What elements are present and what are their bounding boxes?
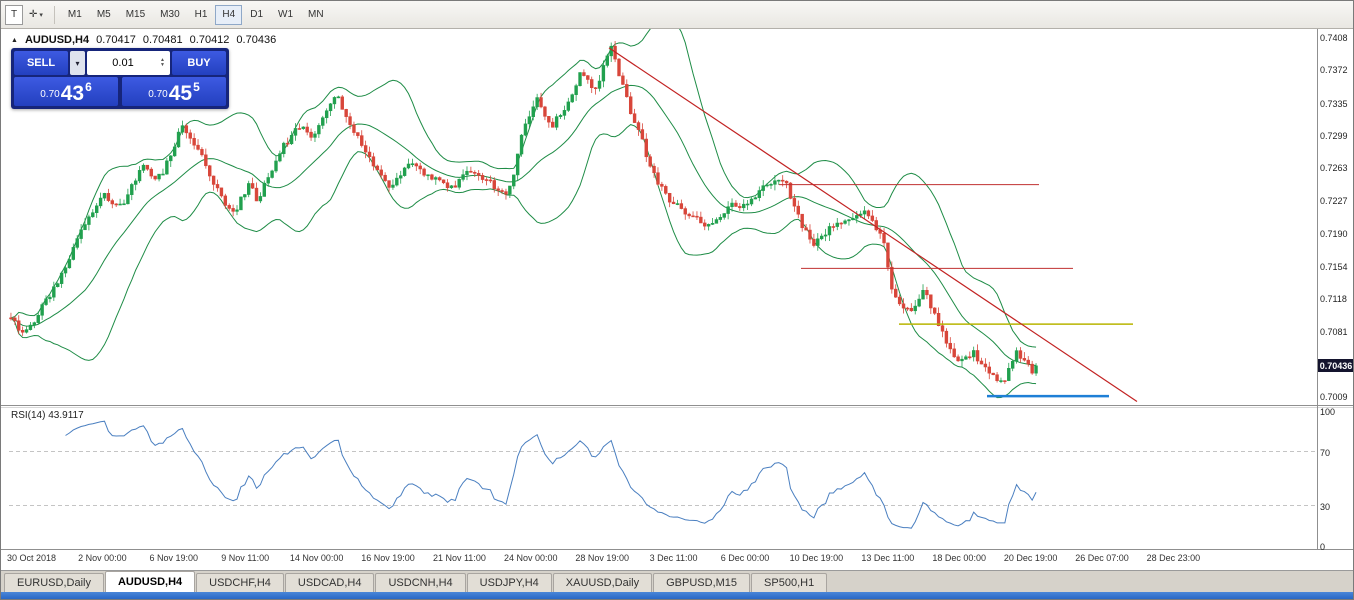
crosshair-icon: ✛ xyxy=(29,9,38,20)
rsi-tick-label: 70 xyxy=(1320,447,1331,458)
time-axis-label: 28 Nov 19:00 xyxy=(575,553,629,563)
ohlc-close: 0.70436 xyxy=(236,34,277,46)
lot-dropdown-button[interactable]: ▾ xyxy=(70,51,85,75)
timeframe-w1[interactable]: W1 xyxy=(271,5,300,25)
timeframe-mn[interactable]: MN xyxy=(301,5,331,25)
stepper-down-icon[interactable]: ▼ xyxy=(160,62,165,68)
time-axis-label: 14 Nov 00:00 xyxy=(289,553,344,563)
rsi-tick-label: 100 xyxy=(1320,407,1336,417)
tab-sp500-h1[interactable]: SP500,H1 xyxy=(751,573,828,592)
price-tick-label: 0.7263 xyxy=(1320,163,1348,174)
tab-gbpusd-m15[interactable]: GBPUSD,M15 xyxy=(653,573,751,592)
price-tick-label: 0.7081 xyxy=(1320,327,1348,338)
buy-price-prefix: 0.70 xyxy=(148,89,168,100)
tab-usdjpy-h4[interactable]: USDJPY,H4 xyxy=(466,573,552,592)
dropdown-arrow-icon: ▾ xyxy=(39,11,43,19)
time-axis-label: 20 Dec 19:00 xyxy=(1003,553,1058,563)
time-axis-label: 28 Dec 23:00 xyxy=(1146,553,1201,563)
price-tick-label: 0.7335 xyxy=(1320,98,1348,109)
chart-mode-icon: T xyxy=(10,9,18,20)
tab-audusd-h4[interactable]: AUDUSD,H4 xyxy=(104,571,196,592)
timeframe-h4[interactable]: H4 xyxy=(215,4,243,25)
tab-xauusd-daily[interactable]: XAUUSD,Daily xyxy=(552,573,653,592)
time-axis-label: 16 Nov 19:00 xyxy=(361,553,415,563)
rsi-tick-label: 30 xyxy=(1320,501,1331,512)
price-tick-label: 0.7009 xyxy=(1320,392,1348,402)
symbol-marker-icon: ▲ xyxy=(11,36,18,44)
buy-button[interactable]: BUY xyxy=(172,51,226,75)
lot-size-input[interactable]: 0.01 ▲ ▼ xyxy=(87,51,170,75)
time-axis-label: 10 Dec 19:00 xyxy=(789,553,844,563)
time-axis-label: 13 Dec 11:00 xyxy=(861,553,915,563)
time-axis-label: 6 Nov 19:00 xyxy=(149,553,199,563)
buy-price-sup: 5 xyxy=(193,80,200,94)
ohlc-low: 0.70412 xyxy=(189,34,230,46)
sell-price-prefix: 0.70 xyxy=(40,89,60,100)
time-axis-label: 21 Nov 11:00 xyxy=(432,553,486,563)
time-axis-label: 18 Dec 00:00 xyxy=(932,553,986,563)
sell-price-button[interactable]: 0.70 43 6 xyxy=(14,77,118,106)
timeframe-m5[interactable]: M5 xyxy=(90,5,118,25)
symbol-name: AUDUSD,H4 xyxy=(24,34,90,46)
toolbar-separator xyxy=(53,5,55,24)
buy-price-big: 45 xyxy=(168,82,193,106)
window-bottom-strip xyxy=(1,592,1353,599)
timeframe-m15[interactable]: M15 xyxy=(119,5,152,25)
tab-usdcnh-h4[interactable]: USDCNH,H4 xyxy=(375,573,466,592)
timeframe-d1[interactable]: D1 xyxy=(243,5,270,25)
dropdown-arrow-icon: ▾ xyxy=(75,58,80,68)
price-tick-label: 0.7227 xyxy=(1320,195,1348,206)
buy-price-button[interactable]: 0.70 45 5 xyxy=(122,77,226,106)
chart-mode-button[interactable]: T xyxy=(5,4,23,25)
price-tick-label: 0.7154 xyxy=(1320,261,1348,272)
rsi-indicator-label: RSI(14) 43.9117 xyxy=(11,410,84,421)
one-click-trading-panel: SELL ▾ 0.01 ▲ ▼ BUY 0.70 43 6 0.70 45 xyxy=(11,48,229,109)
price-tick-label: 0.7372 xyxy=(1320,65,1348,76)
tab-eurusd-daily[interactable]: EURUSD,Daily xyxy=(4,573,104,592)
toolbar: T ✛ ▾ M1 M5 M15 M30 H1 H4 D1 W1 MN xyxy=(1,1,1353,29)
lot-size-value: 0.01 xyxy=(112,57,134,69)
timeframe-m1[interactable]: M1 xyxy=(61,5,89,25)
sell-button[interactable]: SELL xyxy=(14,51,68,75)
sell-price-big: 43 xyxy=(60,82,85,106)
time-axis-label: 26 Dec 07:00 xyxy=(1075,553,1129,563)
ohlc-open: 0.70417 xyxy=(96,34,136,46)
price-tick-label: 0.7118 xyxy=(1320,293,1347,304)
chart-symbol-header: ▲ AUDUSD,H4 0.70417 0.70481 0.70412 0.70… xyxy=(11,34,276,46)
price-tick-label: 0.7408 xyxy=(1320,33,1348,43)
sell-price-sup: 6 xyxy=(85,80,92,94)
time-axis-label: 2 Nov 00:00 xyxy=(78,553,127,563)
ohlc-high: 0.70481 xyxy=(142,34,183,46)
price-tick-label: 0.7299 xyxy=(1320,131,1348,142)
time-axis-label: 24 Nov 00:00 xyxy=(504,553,558,563)
chart-canvas[interactable] xyxy=(1,29,1353,570)
tab-usdcad-h4[interactable]: USDCAD,H4 xyxy=(284,573,375,592)
rsi-tick-label: 0 xyxy=(1320,542,1326,552)
time-axis-label: 6 Dec 00:00 xyxy=(720,553,770,563)
lot-stepper[interactable]: ▲ ▼ xyxy=(157,58,168,68)
timeframe-h1[interactable]: H1 xyxy=(188,5,215,25)
time-axis-label: 3 Dec 11:00 xyxy=(649,553,698,563)
chart-tab-bar: EURUSD,Daily AUDUSD,H4 USDCHF,H4 USDCAD,… xyxy=(1,570,1353,592)
time-axis-label: 30 Oct 2018 xyxy=(7,553,57,563)
time-axis-label: 9 Nov 11:00 xyxy=(221,553,270,563)
current-price-badge: 0.70436 xyxy=(1318,359,1353,373)
tab-usdchf-h4[interactable]: USDCHF,H4 xyxy=(196,573,284,592)
timeframe-m30[interactable]: M30 xyxy=(153,5,186,25)
price-tick-label: 0.7190 xyxy=(1320,229,1348,240)
crosshair-tool-button[interactable]: ✛ ▾ xyxy=(24,5,48,25)
